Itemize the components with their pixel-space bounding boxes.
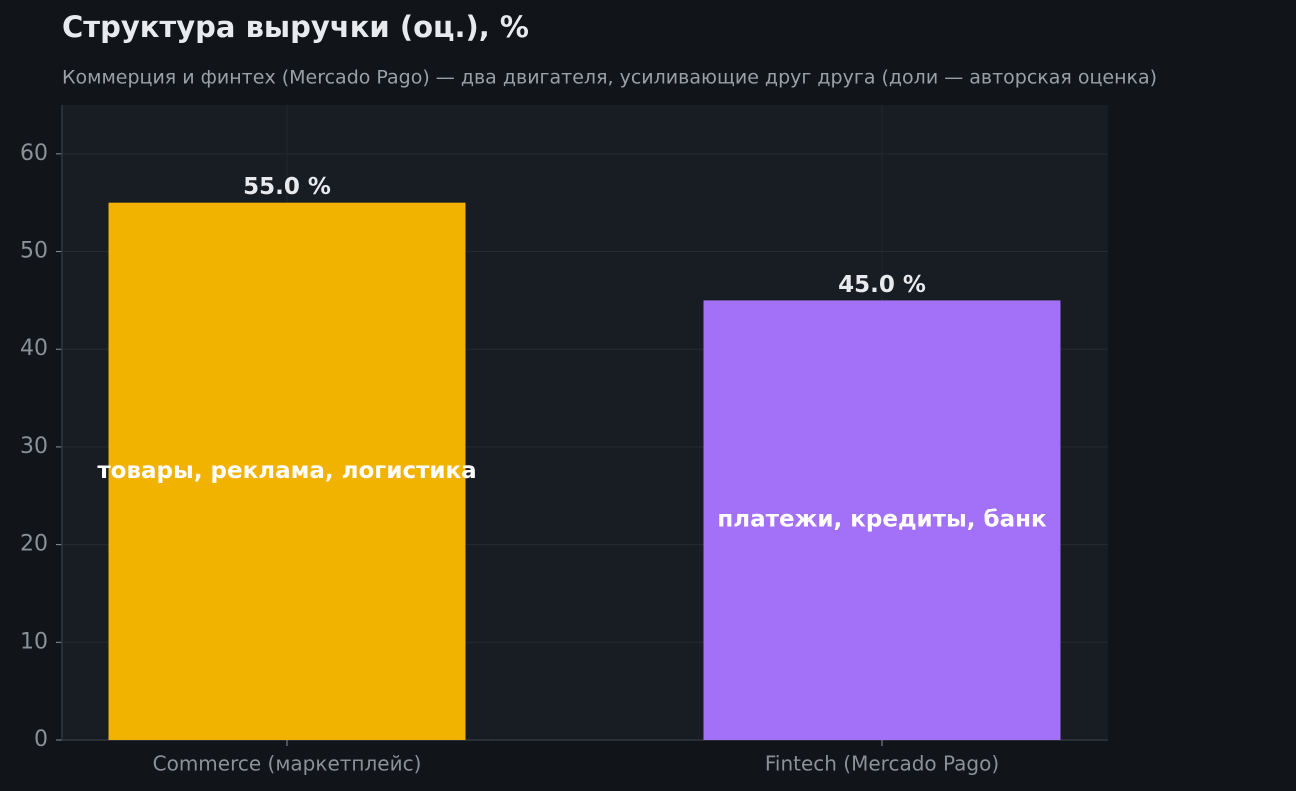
- x-tick-label: Fintech (Mercado Pago): [765, 752, 999, 776]
- bar: [108, 202, 466, 740]
- chart-title: Структура выручки (оц.), %: [62, 10, 529, 44]
- y-tick-label: 10: [20, 629, 48, 654]
- y-tick-label: 60: [20, 141, 48, 166]
- value-label: 45.0 %: [838, 272, 926, 298]
- chart-subtitle: Коммерция и финтех (Mercado Pago) — два …: [62, 67, 1157, 89]
- inner-label: товары, реклама, логистика: [97, 458, 476, 484]
- value-label: 55.0 %: [243, 174, 331, 200]
- y-tick-label: 40: [20, 336, 48, 361]
- inner-label: платежи, кредиты, банк: [717, 507, 1047, 533]
- bar: [703, 300, 1061, 740]
- y-tick-label: 0: [34, 727, 48, 752]
- y-tick-label: 20: [20, 532, 48, 557]
- y-tick-label: 30: [20, 434, 48, 459]
- x-tick-label: Commerce (маркетплейс): [153, 752, 422, 776]
- y-tick-label: 50: [20, 239, 48, 264]
